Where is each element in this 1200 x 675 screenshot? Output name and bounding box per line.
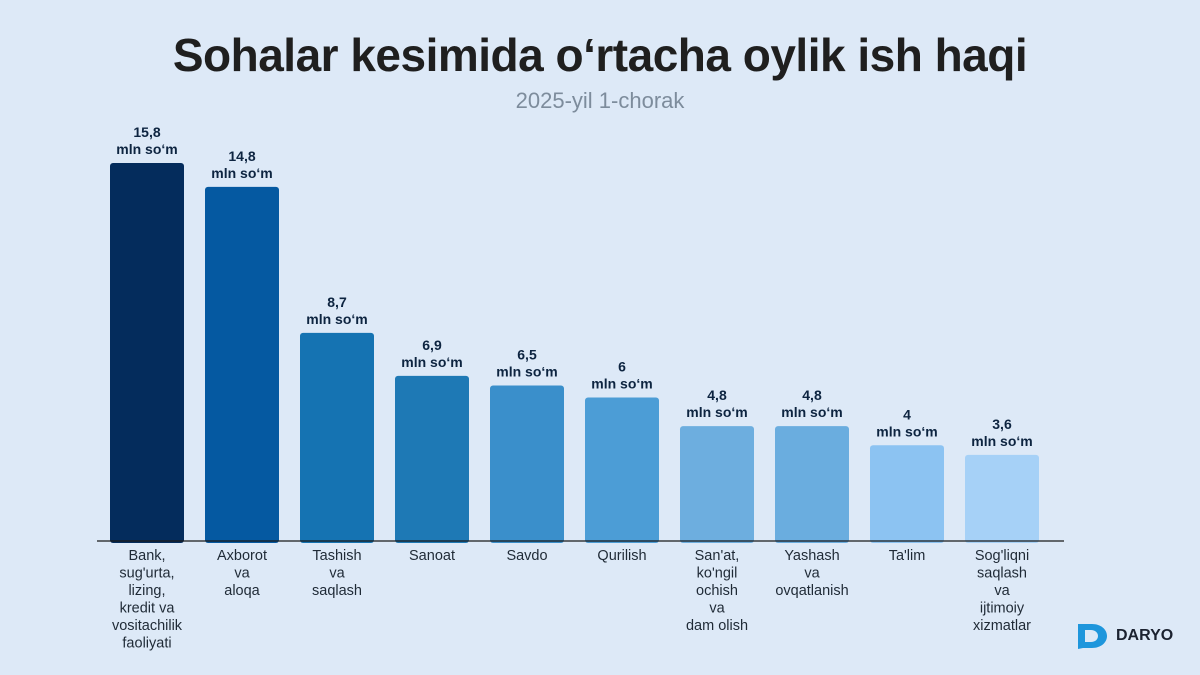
category-label-line: saqlash — [977, 566, 1027, 582]
value-label-10: 3,6 — [992, 416, 1012, 432]
category-label-line: Savdo — [506, 548, 547, 564]
category-label-line: ko'ngil — [697, 566, 738, 582]
bar-7 — [680, 426, 754, 543]
category-label-1: Bank, sug'urta, lizing, kredit va vositachil… — [112, 548, 183, 652]
bars-group — [110, 163, 1039, 543]
category-label-line: va — [994, 583, 1010, 599]
category-label-line: Axborot — [217, 548, 267, 564]
bar-5 — [490, 385, 564, 543]
category-label-line: aloqa — [224, 583, 260, 599]
category-label-line: va — [234, 566, 250, 582]
bar-8 — [775, 426, 849, 543]
value-unit-label-7: mln so‘m — [686, 404, 747, 420]
category-label-line: ijtimoiy — [980, 601, 1025, 617]
value-label-2: 14,8 — [228, 148, 255, 164]
value-unit-label-3: mln so‘m — [306, 311, 367, 327]
category-label-line: ovqatlanish — [775, 583, 848, 599]
bar-9 — [870, 445, 944, 543]
category-label-line: xizmatlar — [973, 618, 1031, 634]
category-label-8: Yashash va ovqatlanish — [775, 548, 848, 599]
value-label-8: 4,8 — [802, 387, 822, 403]
value-unit-label-4: mln so‘m — [401, 354, 462, 370]
bar-3 — [300, 332, 374, 543]
category-label-line: saqlash — [312, 583, 362, 599]
category-label-6: Qurilish — [597, 548, 646, 564]
category-label-line: Ta'lim — [889, 548, 926, 564]
category-label-2: Axborot va aloqa — [217, 548, 267, 599]
value-unit-label-5: mln so‘m — [496, 363, 557, 379]
category-label-3: Tashish va saqlash — [312, 548, 362, 599]
category-label-line: Tashish — [312, 548, 361, 564]
value-unit-label-1: mln so‘m — [116, 141, 177, 157]
category-label-9: Ta'lim — [889, 548, 926, 564]
daryo-logo-icon — [1078, 624, 1107, 649]
category-label-line: va — [329, 566, 345, 582]
chart-title: Sohalar kesimida o‘rtacha oylik ish haqi — [172, 29, 1028, 81]
category-label-line: Bank, — [128, 548, 165, 564]
chart-subtitle: 2025-yil 1-chorak — [515, 88, 685, 113]
value-label-6: 6 — [618, 358, 626, 374]
category-label-line: kredit va — [120, 601, 176, 617]
category-label-10: Sog'liqni saqlash va ijtimoiy xizmatlar — [973, 548, 1031, 634]
value-label-9: 4 — [903, 406, 911, 422]
logo-text: DARYO — [1116, 627, 1174, 644]
value-label-1: 15,8 — [133, 124, 160, 140]
value-label-4: 6,9 — [422, 337, 442, 353]
value-unit-label-8: mln so‘m — [781, 404, 842, 420]
category-label-5: Savdo — [506, 548, 547, 564]
category-label-line: Sanoat — [409, 548, 455, 564]
category-label-line: Yashash — [784, 548, 839, 564]
category-labels-group: Bank, sug'urta, lizing, kredit va vositachil… — [112, 548, 1031, 652]
bar-6 — [585, 397, 659, 543]
category-label-line: va — [804, 566, 820, 582]
value-unit-label-2: mln so‘m — [211, 165, 272, 181]
value-label-7: 4,8 — [707, 387, 727, 403]
value-unit-label-6: mln so‘m — [591, 375, 652, 391]
category-label-line: Sog'liqni — [975, 548, 1029, 564]
value-label-3: 8,7 — [327, 294, 347, 310]
value-label-5: 6,5 — [517, 346, 537, 362]
daryo-logo: DARYO — [1075, 622, 1173, 650]
category-label-line: va — [709, 601, 725, 617]
bar-1 — [110, 163, 184, 543]
category-label-line: lizing, — [128, 583, 165, 599]
category-label-line: vositachilik — [112, 618, 183, 634]
category-label-7: San'at, ko'ngil ochish va dam olish — [686, 548, 748, 634]
category-label-line: San'at, — [695, 548, 740, 564]
bar-10 — [965, 454, 1039, 543]
value-unit-label-10: mln so‘m — [971, 433, 1032, 449]
bar-2 — [205, 186, 279, 543]
category-label-4: Sanoat — [409, 548, 455, 564]
category-label-line: Qurilish — [597, 548, 646, 564]
value-unit-label-9: mln so‘m — [876, 423, 937, 439]
bar-4 — [395, 375, 469, 543]
category-label-line: ochish — [696, 583, 738, 599]
category-label-line: faoliyati — [122, 636, 171, 652]
category-label-line: sug'urta, — [119, 566, 174, 582]
category-label-line: dam olish — [686, 618, 748, 634]
